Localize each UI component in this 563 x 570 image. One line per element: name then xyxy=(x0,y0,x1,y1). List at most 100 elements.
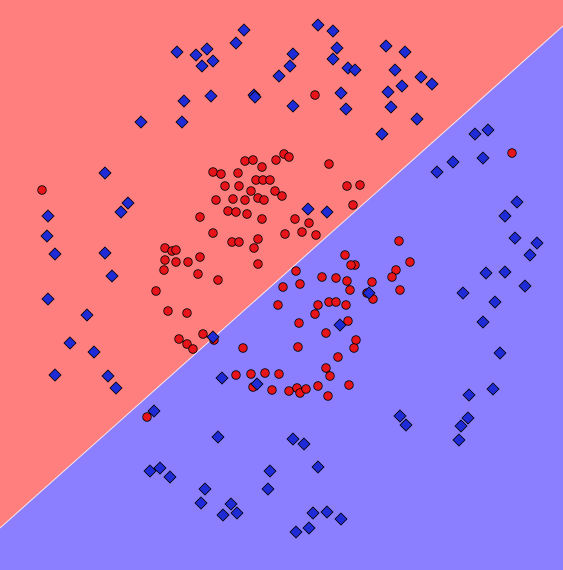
red-circle-point xyxy=(246,369,256,379)
red-circle-point xyxy=(240,156,250,166)
red-circle-point xyxy=(248,155,258,165)
red-circle-point xyxy=(317,272,327,282)
red-circle-point xyxy=(297,227,307,237)
blue-diamond-point xyxy=(381,85,395,99)
red-circle-point xyxy=(249,243,259,253)
blue-diamond-point xyxy=(384,100,398,114)
blue-diamond-point xyxy=(398,45,412,59)
blue-diamond-point xyxy=(479,266,493,280)
red-circle-point xyxy=(233,168,243,178)
red-circle-point xyxy=(188,344,198,354)
red-circle-point xyxy=(208,167,218,177)
red-circle-point xyxy=(234,237,244,247)
red-circle-point xyxy=(260,368,270,378)
blue-diamond-point xyxy=(63,336,77,350)
blue-diamond-point xyxy=(306,506,320,520)
blue-diamond-point xyxy=(348,63,362,77)
blue-diamond-point xyxy=(206,54,220,68)
red-circle-point xyxy=(507,148,517,158)
red-circle-point xyxy=(301,384,311,394)
red-circle-point xyxy=(257,162,267,172)
red-circle-point xyxy=(242,209,252,219)
blue-diamond-point xyxy=(362,286,376,300)
data-points xyxy=(37,18,544,539)
blue-diamond-point xyxy=(230,506,244,520)
blue-diamond-point xyxy=(456,286,470,300)
blue-diamond-point xyxy=(109,381,123,395)
blue-diamond-point xyxy=(452,433,466,447)
red-circle-point xyxy=(228,194,238,204)
red-circle-point xyxy=(265,175,275,185)
red-circle-point xyxy=(311,230,321,240)
blue-diamond-point xyxy=(320,505,334,519)
red-circle-point xyxy=(259,195,269,205)
blue-diamond-point xyxy=(430,165,444,179)
red-circle-point xyxy=(216,169,226,179)
blue-diamond-point xyxy=(224,497,238,511)
red-circle-point xyxy=(331,297,341,307)
red-circle-point xyxy=(324,159,334,169)
red-circle-point xyxy=(234,181,244,191)
blue-diamond-point xyxy=(508,231,522,245)
red-circle-point xyxy=(284,152,294,162)
blue-decision-region xyxy=(0,26,563,570)
blue-diamond-point xyxy=(476,315,490,329)
blue-diamond-point xyxy=(80,308,94,322)
red-circle-point xyxy=(367,277,377,287)
red-circle-point xyxy=(391,265,401,275)
red-circle-point xyxy=(342,276,352,286)
red-circle-point xyxy=(387,272,397,282)
red-circle-point xyxy=(171,245,181,255)
red-circle-point xyxy=(160,255,170,265)
red-circle-point xyxy=(238,343,248,353)
blue-diamond-point xyxy=(334,86,348,100)
red-circle-point xyxy=(290,214,300,224)
blue-diamond-point xyxy=(40,229,54,243)
red-circle-point xyxy=(340,250,350,260)
blue-diamond-point xyxy=(286,47,300,61)
blue-diamond-point xyxy=(200,42,214,56)
red-circle-point xyxy=(405,257,415,267)
red-circle-point xyxy=(195,252,205,262)
blue-diamond-point xyxy=(272,69,286,83)
red-circle-point xyxy=(294,318,304,328)
decision-boundary-line xyxy=(0,25,563,529)
red-circle-point xyxy=(345,285,355,295)
blue-diamond-point xyxy=(175,115,189,129)
blue-diamond-point xyxy=(311,18,325,32)
red-circle-point xyxy=(284,386,294,396)
red-circle-point xyxy=(280,229,290,239)
blue-diamond-point xyxy=(204,89,218,103)
blue-diamond-point xyxy=(216,508,230,522)
blue-diamond-point xyxy=(395,79,409,93)
blue-diamond-point xyxy=(375,127,389,141)
red-circle-point xyxy=(198,329,208,339)
red-circle-point xyxy=(344,380,354,390)
red-circle-point xyxy=(274,369,284,379)
red-circle-point xyxy=(310,90,320,100)
blue-diamond-point xyxy=(147,404,161,418)
blue-diamond-point xyxy=(250,377,264,391)
red-circle-point xyxy=(395,285,405,295)
red-circle-point xyxy=(304,218,314,228)
blue-diamond-point xyxy=(454,419,468,433)
blue-diamond-point xyxy=(481,123,495,137)
red-circle-point xyxy=(174,334,184,344)
red-circle-point xyxy=(313,300,323,310)
red-circle-point xyxy=(321,363,331,373)
blue-diamond-point xyxy=(177,94,191,108)
blue-diamond-point xyxy=(286,432,300,446)
red-circle-point xyxy=(171,257,181,267)
red-circle-point xyxy=(220,181,230,191)
blue-diamond-point xyxy=(414,70,428,84)
blue-diamond-point xyxy=(498,209,512,223)
red-circle-point xyxy=(333,352,343,362)
blue-diamond-point xyxy=(289,525,303,539)
red-circle-point xyxy=(278,282,288,292)
red-circle-point xyxy=(325,371,335,381)
blue-diamond-point xyxy=(425,77,439,91)
blue-diamond-point xyxy=(286,99,300,113)
blue-diamond-point xyxy=(393,409,407,423)
red-circle-point xyxy=(267,385,277,395)
blue-diamond-point xyxy=(488,295,502,309)
